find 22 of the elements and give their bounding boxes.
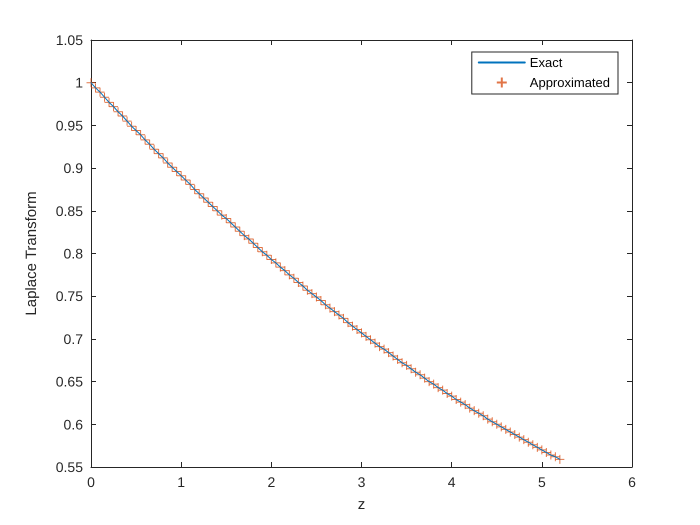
y-tick-label: 0.75 bbox=[56, 288, 84, 304]
x-tick-label: 5 bbox=[538, 474, 546, 490]
x-tick-label: 2 bbox=[267, 474, 276, 490]
y-tick-label: 0.55 bbox=[56, 459, 84, 475]
y-tick-label: 0.85 bbox=[56, 202, 84, 219]
x-tick-label: 0 bbox=[87, 474, 96, 490]
y-tick-label: 0.65 bbox=[56, 374, 84, 390]
x-tick-label: 1 bbox=[177, 474, 186, 490]
y-tick-label: 1.05 bbox=[56, 32, 84, 48]
y-axis-title: Laplace Transform bbox=[23, 191, 40, 316]
x-tick-label: 4 bbox=[448, 474, 456, 490]
x-axis-title: z bbox=[358, 496, 366, 513]
x-tick-label: 3 bbox=[358, 474, 366, 490]
y-tick-label: 1 bbox=[75, 74, 84, 91]
legend-label: Exact bbox=[530, 55, 563, 70]
y-tick-label: 0.9 bbox=[64, 160, 84, 176]
y-tick-label: 0.95 bbox=[56, 117, 84, 134]
legend-label: Approximated bbox=[530, 75, 610, 90]
y-tick-label: 0.6 bbox=[64, 416, 84, 432]
y-tick-label: 0.8 bbox=[64, 246, 84, 262]
y-tick-label: 0.7 bbox=[64, 330, 84, 347]
x-tick-label: 6 bbox=[628, 474, 636, 490]
